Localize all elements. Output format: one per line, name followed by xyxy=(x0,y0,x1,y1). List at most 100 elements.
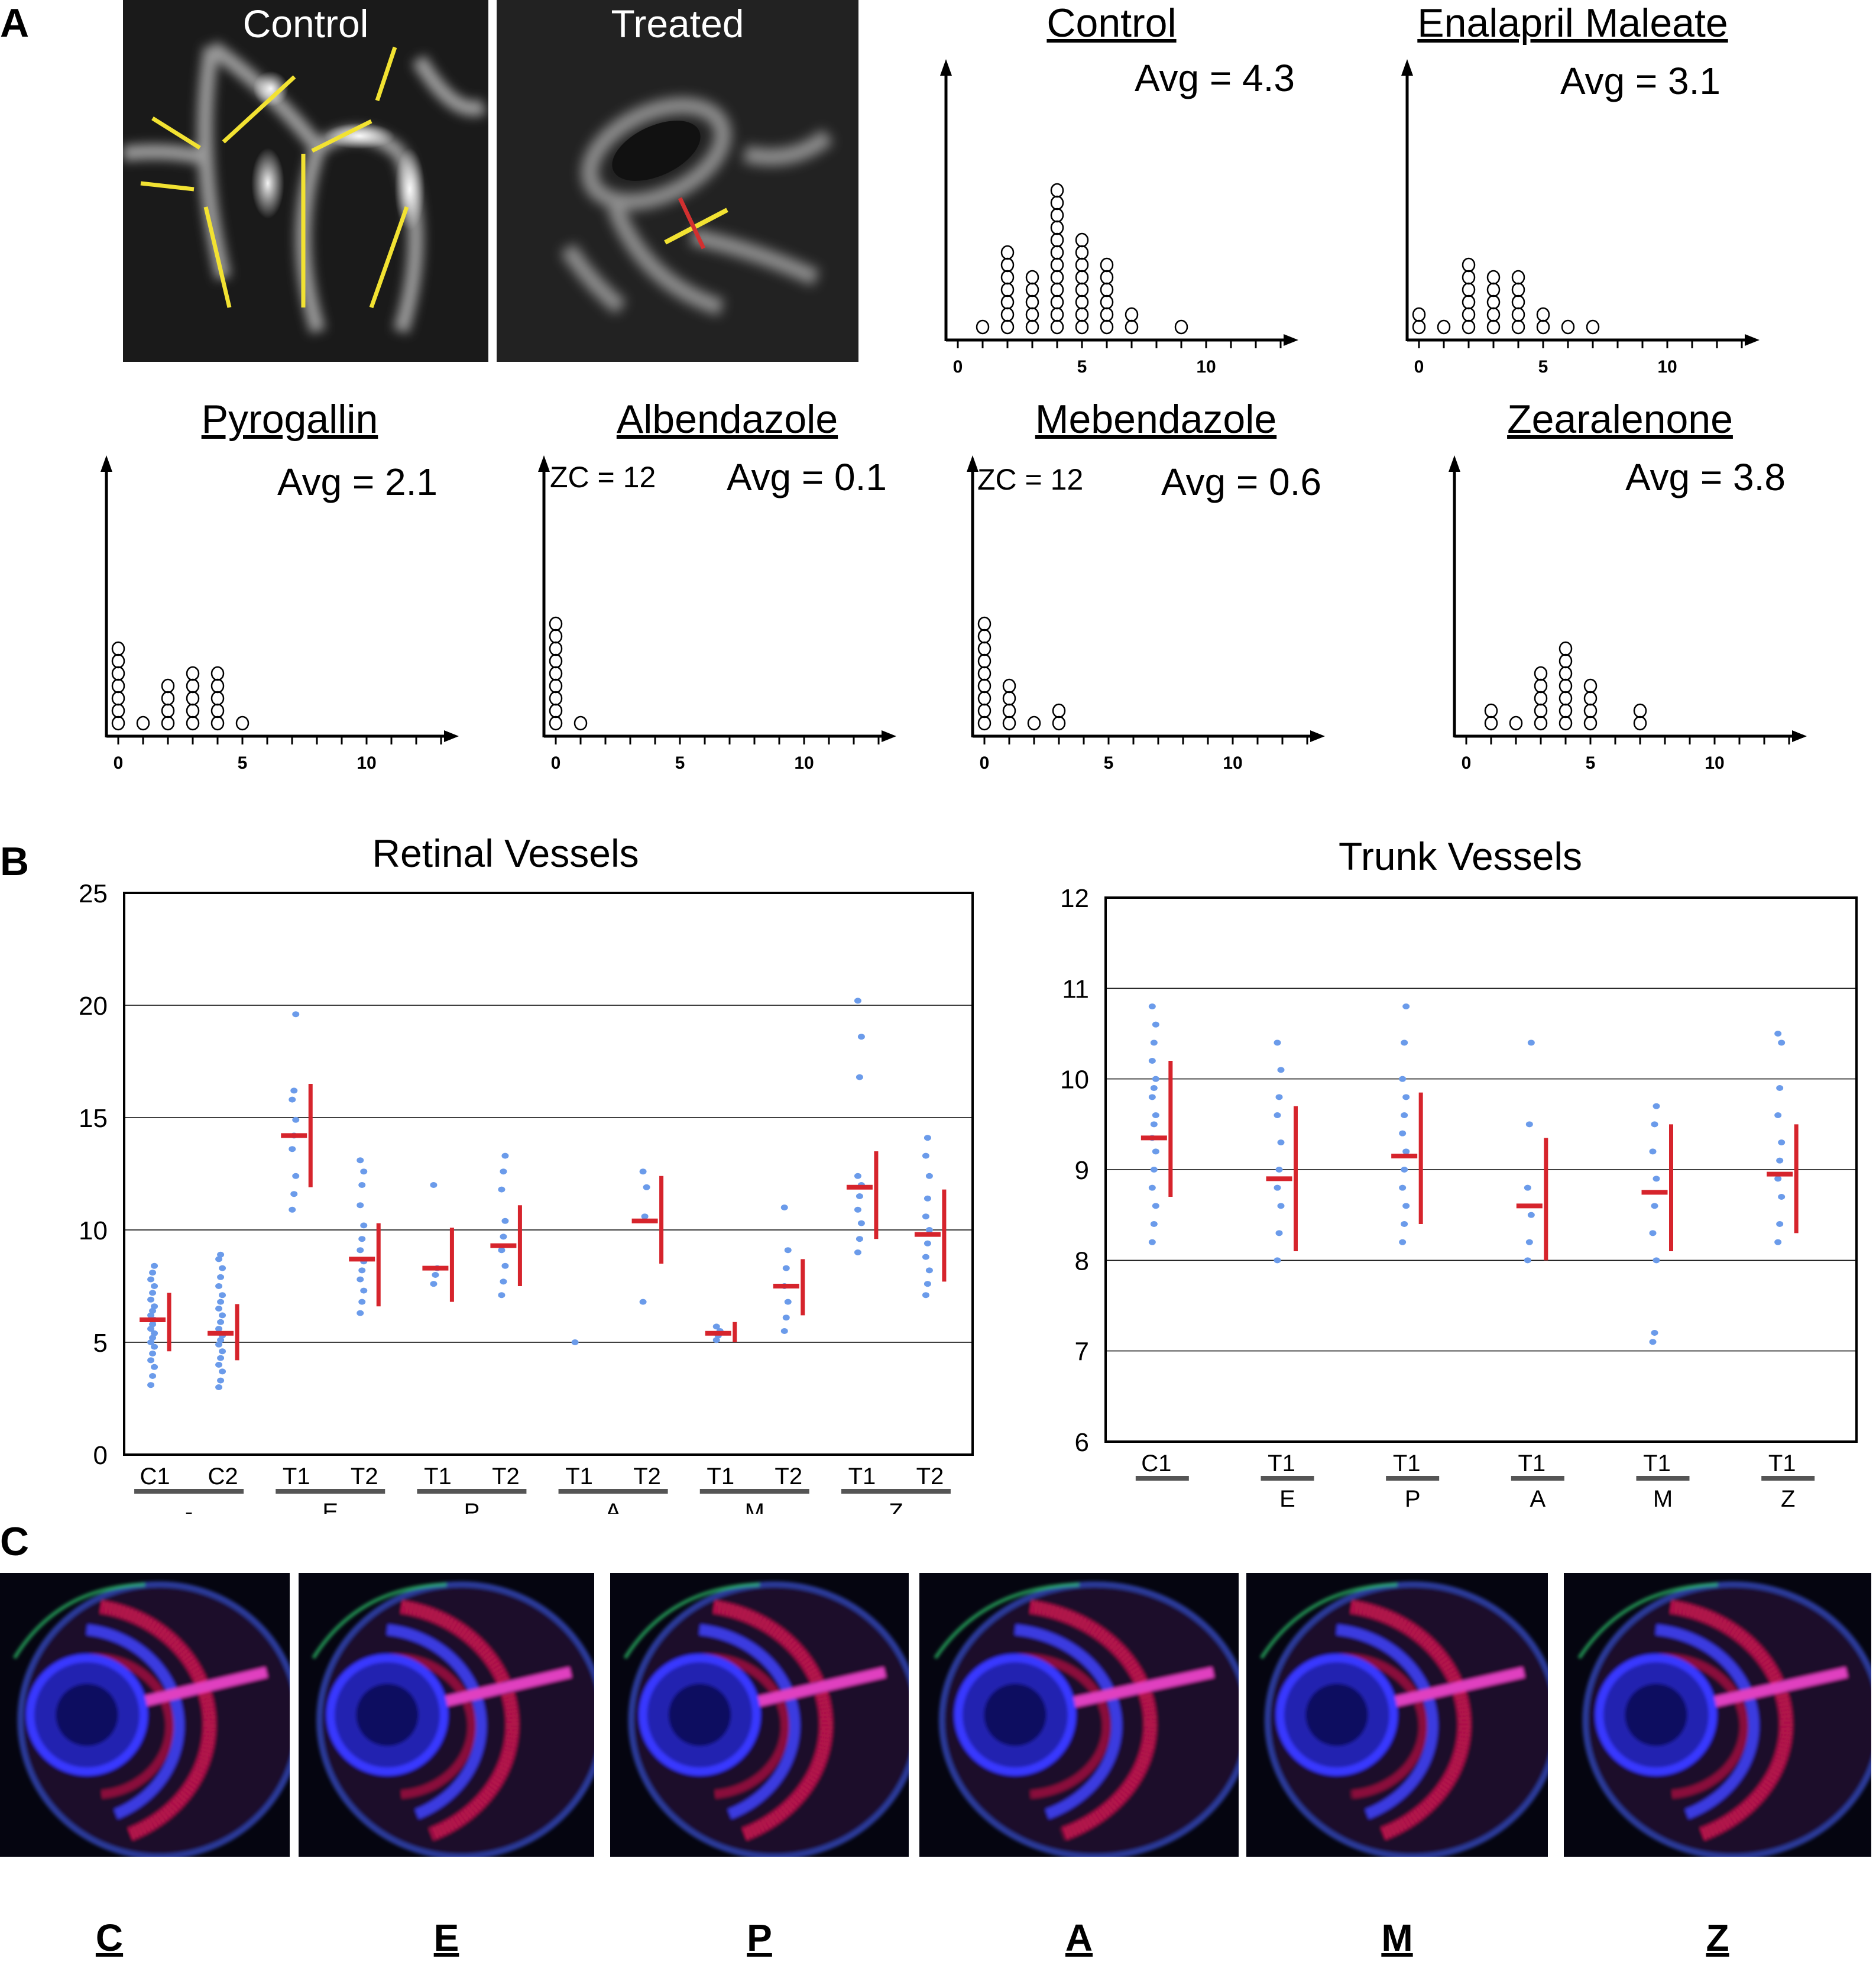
data-point xyxy=(1148,1003,1156,1009)
data-point xyxy=(186,703,200,718)
group-label: Z xyxy=(889,1499,903,1514)
data-point xyxy=(147,1357,155,1364)
data-point xyxy=(924,1281,931,1287)
y-tick-label: 10 xyxy=(1060,1066,1089,1095)
data-point xyxy=(854,1249,861,1255)
data-point xyxy=(1402,1203,1410,1209)
data-point xyxy=(149,1335,157,1341)
x-axis-arrow xyxy=(444,730,459,742)
data-point xyxy=(1000,294,1015,310)
x-tick-label: 0 xyxy=(1414,357,1424,377)
dotplot-pyrogallin: Pyrogallin Avg = 2.1 0 5 10 xyxy=(71,396,473,781)
data-point xyxy=(219,1368,226,1375)
data-point xyxy=(1100,319,1114,335)
x-tick-label: 5 xyxy=(1104,753,1114,773)
data-point xyxy=(1050,282,1064,297)
data-point xyxy=(1653,1103,1660,1109)
y-tick-label: 20 xyxy=(79,992,108,1021)
x-axis-arrow xyxy=(882,730,896,742)
data-point xyxy=(1075,245,1089,260)
data-point xyxy=(1050,208,1064,223)
data-point xyxy=(571,1339,579,1345)
data-point xyxy=(1536,307,1550,322)
data-point xyxy=(1150,1085,1158,1091)
data-point xyxy=(549,703,563,718)
data-point xyxy=(1559,641,1573,656)
x-tick-label: 5 xyxy=(675,753,685,773)
y-tick-label: 12 xyxy=(1060,884,1089,913)
group-label: M xyxy=(745,1499,764,1514)
data-point xyxy=(210,715,225,731)
data-point xyxy=(1025,282,1039,297)
data-point xyxy=(357,1276,364,1283)
data-point xyxy=(500,1168,507,1175)
data-point xyxy=(639,1299,647,1305)
y-axis-arrow xyxy=(1449,455,1460,472)
eye-section-label: P xyxy=(747,1916,772,1959)
data-point xyxy=(1050,220,1064,235)
dotplot-avg: Avg = 2.1 xyxy=(277,461,438,503)
data-point xyxy=(1633,703,1647,718)
data-point xyxy=(1437,319,1451,335)
data-point xyxy=(149,1270,157,1276)
data-point xyxy=(1511,307,1525,322)
data-point xyxy=(498,1292,506,1299)
data-point xyxy=(430,1281,438,1287)
data-point xyxy=(432,1272,439,1278)
group-label: E xyxy=(322,1499,338,1514)
data-point xyxy=(1401,1221,1408,1227)
dotplot-title: Mebendazole xyxy=(1035,397,1277,442)
data-point xyxy=(1559,715,1573,731)
x-tick-label: 10 xyxy=(1705,753,1724,773)
dotplot-enalapril: Enalapril Maleate Avg = 3.1 0 5 10 xyxy=(1372,0,1774,384)
data-point xyxy=(149,1351,157,1356)
data-point xyxy=(215,1362,223,1368)
dotplot-albendazole: Albendazole Avg = 0.1 ZC = 12 0 5 10 xyxy=(508,396,911,781)
data-point xyxy=(358,1236,366,1242)
eye-section-row: C E xyxy=(0,1567,1876,1975)
data-point xyxy=(1649,1339,1657,1345)
dotplot-avg: Avg = 0.6 xyxy=(1161,461,1321,503)
data-point xyxy=(977,715,992,731)
group-label: P xyxy=(464,1499,480,1514)
data-point xyxy=(357,1157,364,1164)
y-axis-arrow xyxy=(940,59,952,76)
data-point xyxy=(219,1348,226,1355)
data-point xyxy=(1399,1184,1407,1191)
data-point xyxy=(1052,715,1066,731)
group-label: M xyxy=(1653,1486,1673,1512)
data-point xyxy=(977,703,992,718)
x-sub-label: T1 xyxy=(707,1464,734,1490)
data-point xyxy=(1462,319,1476,335)
data-point xyxy=(1274,1040,1281,1046)
y-axis-arrow xyxy=(101,455,112,472)
dotplot-title: Pyrogallin xyxy=(201,397,378,442)
data-point xyxy=(1653,1176,1660,1182)
data-point xyxy=(1125,307,1139,322)
x-sub-label: C2 xyxy=(208,1464,238,1490)
eye-section-image xyxy=(1564,1573,1871,1857)
data-point xyxy=(549,653,563,669)
data-point xyxy=(977,666,992,681)
eye-section-image xyxy=(919,1573,1239,1857)
data-point xyxy=(1152,1112,1159,1118)
x-sub-label: T1 xyxy=(848,1464,876,1490)
data-point xyxy=(1050,307,1064,322)
x-tick-label: 10 xyxy=(1196,357,1216,377)
data-point xyxy=(1486,282,1501,297)
measure-line-yellow xyxy=(664,208,728,245)
dotplot-control: Control Avg = 4.3 0 5 10 xyxy=(911,0,1313,384)
data-point xyxy=(922,1292,929,1299)
data-point xyxy=(147,1326,155,1332)
data-point xyxy=(217,1274,225,1280)
data-point xyxy=(643,1184,650,1190)
data-point xyxy=(549,616,563,632)
data-point xyxy=(215,1384,223,1390)
data-point xyxy=(854,1173,861,1179)
data-point xyxy=(161,703,175,718)
data-point xyxy=(357,1310,364,1316)
data-point xyxy=(641,1213,649,1220)
data-point xyxy=(1778,1139,1786,1145)
data-point xyxy=(1275,1094,1283,1100)
data-point xyxy=(922,1254,929,1260)
